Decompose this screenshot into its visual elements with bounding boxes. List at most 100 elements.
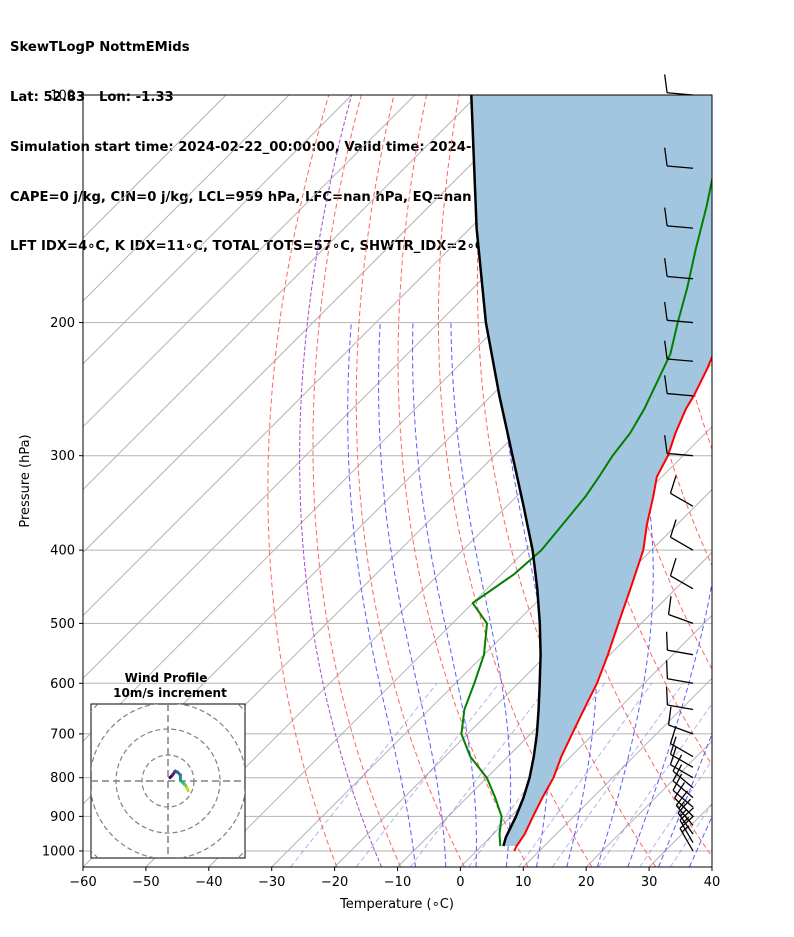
mixing-ratio-line [518, 683, 653, 867]
wind-barb-staff [667, 275, 694, 280]
moist-adiabat [658, 732, 712, 867]
wind-barb [667, 596, 694, 625]
wind-barb-feather [669, 725, 677, 744]
x-tick-label: −50 [132, 875, 159, 890]
x-ticks: −60 −50 −40 −30 −20 −10 0 10 20 30 40 [69, 867, 720, 890]
wind-barb [667, 706, 694, 735]
wind-barb-feather [664, 74, 668, 93]
x-tick-label: −60 [69, 875, 96, 890]
chart-title: SkewTLogP NottmEMids [10, 40, 190, 56]
wind-barb-feather [665, 686, 669, 706]
hodograph-title: Wind Profile [125, 671, 208, 685]
wind-barb [669, 475, 694, 507]
isotherm [460, 614, 712, 867]
indices-line-2: LFT IDX=4∘C, K IDX=11∘C, TOTAL TOTS=57∘C… [10, 239, 485, 255]
y-tick-label: 200 [50, 316, 75, 331]
mixing-ratio-line [409, 682, 551, 867]
wind-barb-feather [667, 596, 672, 615]
dry-adiabat [437, 95, 593, 867]
wind-barb-half-feather [679, 808, 688, 817]
wind-barb-staff [667, 358, 694, 362]
wind-barb-staff [670, 742, 694, 758]
wind-barb-staff [668, 724, 694, 735]
cin-shading [471, 95, 712, 846]
wind-barb-staff [668, 613, 694, 625]
x-axis-label: Temperature (∘C) [339, 897, 454, 912]
dry-adiabat [355, 95, 465, 867]
mixing-ratio-line [597, 702, 712, 867]
wind-barb [669, 519, 694, 551]
wind-barb [664, 147, 694, 169]
wind-barb [669, 725, 694, 758]
wind-barb-feather [674, 782, 686, 799]
wind-barb-staff [670, 764, 694, 779]
wind-barb [665, 686, 694, 711]
wind-barb [669, 558, 694, 590]
wind-barb-staff [672, 770, 694, 789]
y-tick-label: 1000 [42, 844, 75, 859]
x-tick-label: 30 [641, 875, 658, 890]
wind-barb-feather [664, 301, 668, 321]
mixing-ratio-line [639, 759, 712, 867]
wind-barb-staff [672, 780, 694, 799]
wind-barb-feather [672, 764, 683, 782]
mixing-ratio-line [551, 683, 684, 867]
wind-barb-feather [664, 207, 668, 226]
x-tick-label: −20 [321, 875, 348, 890]
wind-barbs [664, 74, 695, 852]
moist-adiabat [627, 322, 712, 867]
isotherm [83, 95, 353, 365]
wind-barb-staff [667, 165, 694, 169]
hodograph-inset: Wind Profile 10m/s increment [90, 671, 246, 859]
isotherm [397, 551, 712, 867]
cape-cin-fill [471, 95, 712, 846]
isotherm [83, 95, 541, 554]
temperature-profile [513, 354, 712, 852]
wind-barb [674, 782, 694, 817]
wind-barb [664, 258, 694, 280]
x-tick-label: 10 [515, 875, 532, 890]
hodograph-subtitle: 10m/s increment [113, 686, 227, 700]
moist-adiabat [450, 322, 512, 867]
dewpoint-profile [460, 174, 712, 847]
x-tick-label: 40 [704, 875, 721, 890]
wind-barb [669, 746, 694, 779]
dry-adiabat [785, 95, 794, 867]
isotherm [271, 425, 712, 867]
wind-barb-staff [675, 805, 694, 826]
dry-adiabat [752, 95, 794, 867]
wind-barb-feather [665, 631, 669, 651]
wind-barb-staff [672, 789, 694, 808]
wind-barb [664, 340, 694, 362]
wind-barb-staff [667, 649, 694, 656]
y-tick-label: 800 [50, 771, 75, 786]
moist-adiabat [596, 322, 654, 867]
x-tick-label: −40 [195, 875, 222, 890]
wind-barb-feather [669, 475, 677, 494]
isotherm [83, 95, 290, 302]
wind-barb-staff [667, 392, 694, 397]
wind-barb-feather [679, 815, 695, 829]
wind-barb-staff [674, 797, 694, 817]
wind-barb [664, 375, 694, 397]
dry-adiabat [267, 95, 338, 867]
isotherm [775, 95, 794, 867]
wind-barb-feather [665, 660, 669, 679]
isotherm [83, 95, 604, 617]
moist-adiabat [412, 322, 477, 867]
y-ticks: 100 200 300 400 500 600 700 800 900 1000 [42, 89, 83, 859]
wind-barb [664, 301, 694, 324]
moist-adiabat [347, 322, 416, 867]
wind-barb [665, 660, 694, 684]
y-tick-label: 600 [50, 677, 75, 692]
moist-adiabat [378, 322, 447, 867]
wind-barb-staff [679, 819, 694, 843]
wind-barb-staff [667, 678, 694, 684]
wind-barb-feather [664, 340, 668, 360]
y-tick-label: 100 [50, 89, 75, 104]
isotherm [83, 95, 416, 428]
reference-adiabat [299, 95, 382, 867]
wind-barb-staff [667, 319, 694, 324]
dry-adiabat [312, 95, 402, 867]
